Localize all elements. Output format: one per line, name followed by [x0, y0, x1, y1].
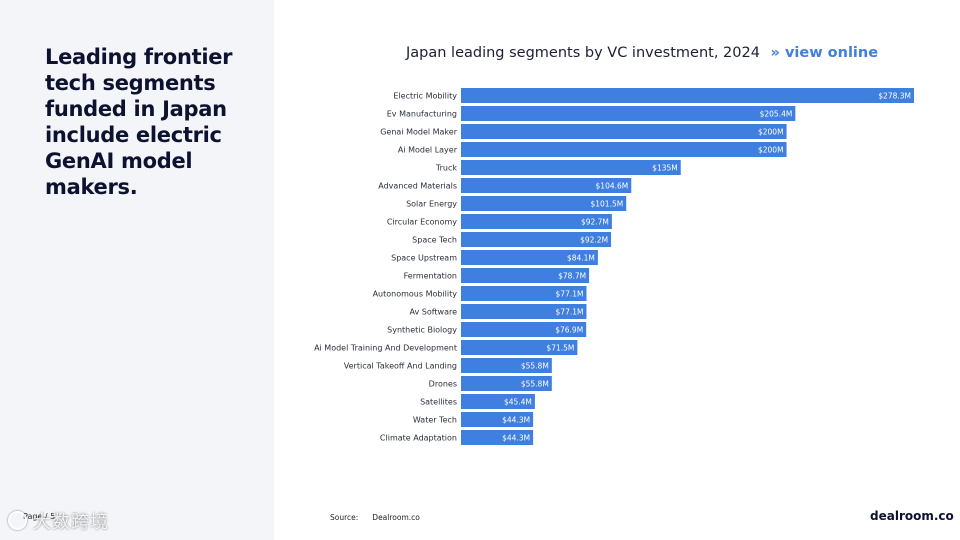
view-online-link[interactable]: » view online — [770, 45, 879, 61]
category-label: Vertical Takeoff And Landing — [344, 362, 457, 371]
watermark-text: 大数跨境 — [33, 512, 109, 533]
bar-value-label: $44.3M — [502, 434, 530, 443]
bar-value-label: $77.1M — [556, 290, 584, 299]
bar-value-label: $101.5M — [590, 200, 623, 209]
watermark: 大数跨境 — [8, 508, 109, 534]
left-panel — [0, 0, 274, 540]
bar-value-label: $104.6M — [596, 182, 629, 191]
bar-value-label: $200M — [758, 128, 784, 137]
category-label: Electric Mobility — [393, 92, 457, 101]
bar-value-label: $44.3M — [502, 416, 530, 425]
bar — [461, 412, 534, 427]
category-label: Space Upstream — [391, 254, 457, 263]
bar — [461, 142, 787, 157]
bar — [461, 430, 534, 445]
bar — [461, 196, 627, 211]
bar-value-label: $78.7M — [558, 272, 586, 281]
source-note: Source: Dealroom.co — [330, 513, 420, 522]
page-label: Page / 5 — [23, 512, 56, 521]
category-label: Genai Model Maker — [380, 128, 457, 137]
bar — [461, 106, 796, 121]
category-label: Advanced Materials — [378, 182, 457, 191]
brand-logo: dealroom.co — [870, 509, 954, 523]
bar — [461, 322, 587, 337]
category-label: Drones — [429, 380, 457, 389]
bar-value-label: $200M — [758, 146, 784, 155]
bar — [461, 178, 632, 193]
bar-value-label: $55.8M — [521, 380, 549, 389]
bar — [461, 250, 598, 265]
source-label: Source: — [330, 513, 359, 522]
category-label: Space Tech — [412, 236, 457, 245]
bar — [461, 88, 914, 103]
bar — [461, 232, 612, 247]
bar-value-label: $84.1M — [567, 254, 595, 263]
category-label: Satellites — [420, 398, 457, 407]
bar — [461, 268, 590, 283]
chart-title-row: Japan leading segments by VC investment,… — [406, 45, 878, 61]
category-label: Fermentation — [404, 272, 457, 281]
bar — [461, 160, 681, 175]
slide-headline: Leading frontier tech segments funded in… — [45, 45, 233, 199]
bar-value-label: $77.1M — [556, 308, 584, 317]
source-value: Dealroom.co — [372, 513, 420, 522]
category-label: Climate Adaptation — [380, 434, 457, 443]
category-label: Circular Economy — [387, 218, 457, 227]
category-label: Synthetic Biology — [387, 326, 457, 335]
bar — [461, 214, 612, 229]
bar-value-label: $135M — [652, 164, 678, 173]
bar-value-label: $55.8M — [521, 362, 549, 371]
bar-value-label: $76.9M — [555, 326, 583, 335]
chart-title: Japan leading segments by VC investment,… — [406, 45, 760, 61]
category-label: Ai Model Training And Development — [314, 344, 457, 353]
watermark-logo-icon — [8, 511, 27, 530]
bar — [461, 358, 552, 373]
bar — [461, 376, 552, 391]
category-label: Truck — [435, 164, 457, 173]
category-label: Solar Energy — [406, 200, 457, 209]
bar — [461, 304, 587, 319]
bar — [461, 124, 787, 139]
bar-value-label: $278.3M — [878, 92, 911, 101]
bar — [461, 286, 587, 301]
category-label: Ai Model Layer — [398, 146, 458, 155]
bar-value-label: $45.4M — [504, 398, 532, 407]
bar-value-label: $92.2M — [580, 236, 608, 245]
category-label: Water Tech — [413, 416, 457, 425]
bar — [461, 394, 535, 409]
category-label: Ev Manufacturing — [387, 110, 457, 119]
bar-value-label: $71.5M — [546, 344, 574, 353]
bar-value-label: $92.7M — [581, 218, 609, 227]
bar-value-label: $205.4M — [760, 110, 793, 119]
bar — [461, 340, 578, 355]
category-label: Autonomous Mobility — [373, 290, 458, 299]
category-label: Av Software — [409, 308, 457, 317]
